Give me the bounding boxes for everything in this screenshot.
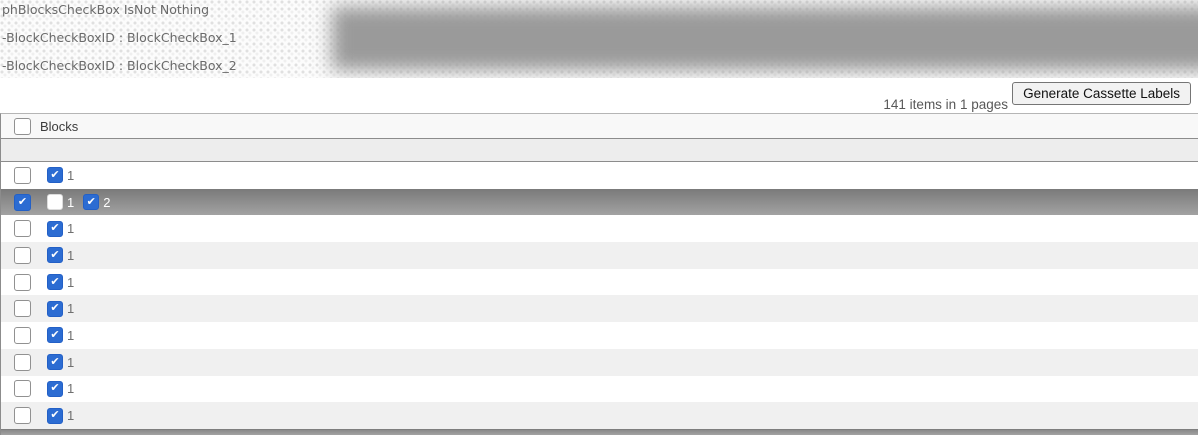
table-row[interactable]: ✔ 1 (1, 375, 1198, 403)
block-checkbox[interactable]: ✔ (83, 194, 100, 211)
table-row[interactable]: ✔ 1 (1, 402, 1198, 429)
block-label: 1 (67, 274, 75, 290)
grid-filter-row[interactable] (1, 139, 1198, 162)
row-select-checkbox[interactable]: ✔ (14, 193, 31, 211)
row-select-checkbox[interactable] (14, 353, 31, 371)
checkmark-icon: ✔ (50, 222, 60, 235)
row-select-checkbox[interactable] (14, 166, 31, 184)
block-label: 1 (67, 327, 75, 343)
block-checkbox[interactable] (47, 194, 63, 211)
column-header-blocks: Blocks (40, 118, 79, 134)
row-select-checkbox[interactable] (14, 407, 31, 425)
row-select-checkbox[interactable] (14, 326, 31, 344)
loading-overlay-blob (332, 7, 1198, 70)
table-row[interactable]: ✔ 1 (1, 348, 1198, 376)
block-checkbox[interactable]: ✔ (47, 300, 63, 317)
row-select-checkbox[interactable] (14, 246, 31, 264)
table-row[interactable]: ✔ 1 (1, 268, 1198, 296)
block-label: 1 (67, 301, 75, 317)
table-row[interactable]: ✔ 1 ✔ 2 (1, 188, 1198, 216)
checkmark-icon: ✔ (50, 355, 60, 368)
debug-trace-panel: phBlocksCheckBox IsNot Nothing -BlockChe… (0, 0, 1198, 78)
debug-line: phBlocksCheckBox IsNot Nothing (2, 2, 210, 17)
block-label: 1 (67, 381, 75, 397)
table-row[interactable]: ✔ 1 (1, 215, 1198, 243)
row-select-checkbox[interactable] (14, 300, 31, 318)
blocks-cell: ✔ 1 (47, 407, 83, 424)
block-label: 2 (103, 194, 111, 210)
checkmark-icon: ✔ (50, 302, 60, 315)
table-row[interactable]: ✔ 1 (1, 295, 1198, 323)
blocks-cell: ✔ 1 (47, 354, 83, 371)
block-label: 1 (67, 194, 75, 210)
checkmark-icon: ✔ (50, 275, 60, 288)
blocks-cell: ✔ 1 (47, 247, 83, 264)
block-checkbox[interactable]: ✔ (47, 167, 63, 184)
checkmark-icon: ✔ (50, 328, 60, 341)
grid-footer-strip (1, 428, 1198, 435)
row-select-checkbox[interactable] (14, 380, 31, 398)
block-label: 1 (67, 167, 75, 183)
checkmark-icon: ✔ (17, 195, 28, 208)
blocks-cell: ✔ 1 (47, 167, 83, 184)
block-label: 1 (67, 221, 75, 237)
checkmark-icon: ✔ (50, 409, 60, 422)
blocks-cell: ✔ 1 (47, 274, 83, 291)
block-checkbox[interactable]: ✔ (47, 407, 63, 424)
block-checkbox[interactable]: ✔ (47, 247, 63, 264)
blocks-cell: ✔ 1 (47, 327, 83, 344)
block-checkbox[interactable]: ✔ (47, 327, 63, 344)
block-label: 1 (67, 354, 75, 370)
table-row[interactable]: ✔ 1 (1, 322, 1198, 349)
checkmark-icon: ✔ (86, 195, 96, 208)
block-label: 1 (67, 247, 75, 263)
row-select-checkbox[interactable] (14, 273, 31, 291)
checkmark-icon: ✔ (50, 382, 60, 395)
checkmark-icon: ✔ (50, 248, 60, 261)
items-count-label: 141 items in 1 pages (883, 97, 1008, 112)
table-row[interactable]: ✔ 1 (1, 162, 1198, 189)
debug-line: -BlockCheckBoxID : BlockCheckBox_2 (2, 58, 237, 73)
block-label: 1 (67, 408, 75, 424)
block-checkbox[interactable]: ✔ (47, 220, 63, 237)
block-checkbox[interactable]: ✔ (47, 380, 63, 397)
block-checkbox[interactable]: ✔ (47, 274, 63, 291)
blocks-cell: ✔ 1 (47, 380, 83, 397)
grid-rows: ✔ 1 ✔ 1 ✔ 2 ✔ 1 ✔ 1 ✔ 1 ✔ 1 ✔ 1 ✔ 1 ✔ 1 ✔ 1 (1, 162, 1198, 429)
checkmark-icon: ✔ (50, 168, 60, 181)
select-all-checkbox[interactable] (14, 117, 31, 135)
table-row[interactable]: ✔ 1 (1, 242, 1198, 269)
blocks-cell: 1 ✔ 2 (47, 194, 119, 211)
blocks-cell: ✔ 1 (47, 220, 83, 237)
row-select-checkbox[interactable] (14, 220, 31, 238)
debug-line: -BlockCheckBoxID : BlockCheckBox_1 (2, 30, 237, 45)
blocks-cell: ✔ 1 (47, 300, 83, 317)
blocks-grid: Blocks ✔ 1 ✔ 1 ✔ 2 ✔ 1 ✔ 1 ✔ 1 ✔ 1 ✔ 1 ✔ 1 ✔ 1 ✔ 1 (0, 113, 1198, 435)
grid-header-row: Blocks (1, 114, 1198, 139)
block-checkbox[interactable]: ✔ (47, 354, 63, 371)
generate-cassette-labels-button[interactable]: Generate Cassette Labels (1012, 82, 1191, 105)
